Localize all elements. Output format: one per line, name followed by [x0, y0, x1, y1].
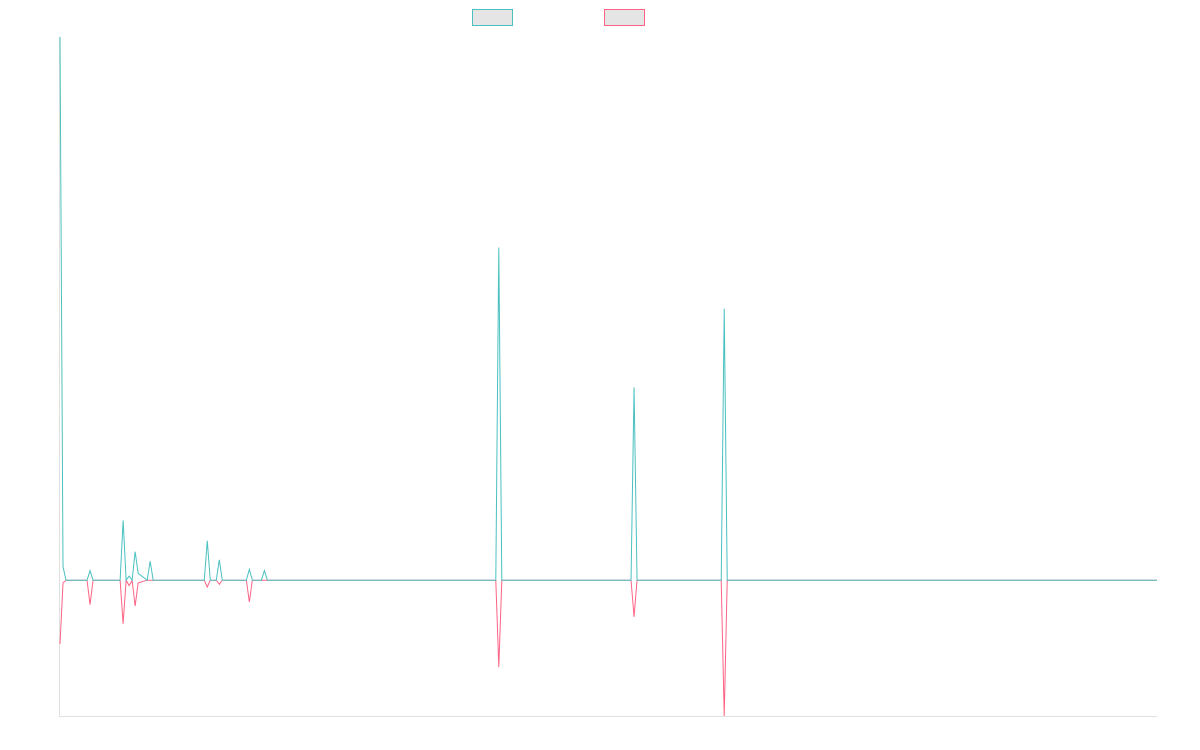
series-line [59, 578, 1157, 717]
legend-swatch [472, 9, 513, 26]
series-line [59, 36, 1157, 582]
legend-swatch [604, 9, 645, 26]
